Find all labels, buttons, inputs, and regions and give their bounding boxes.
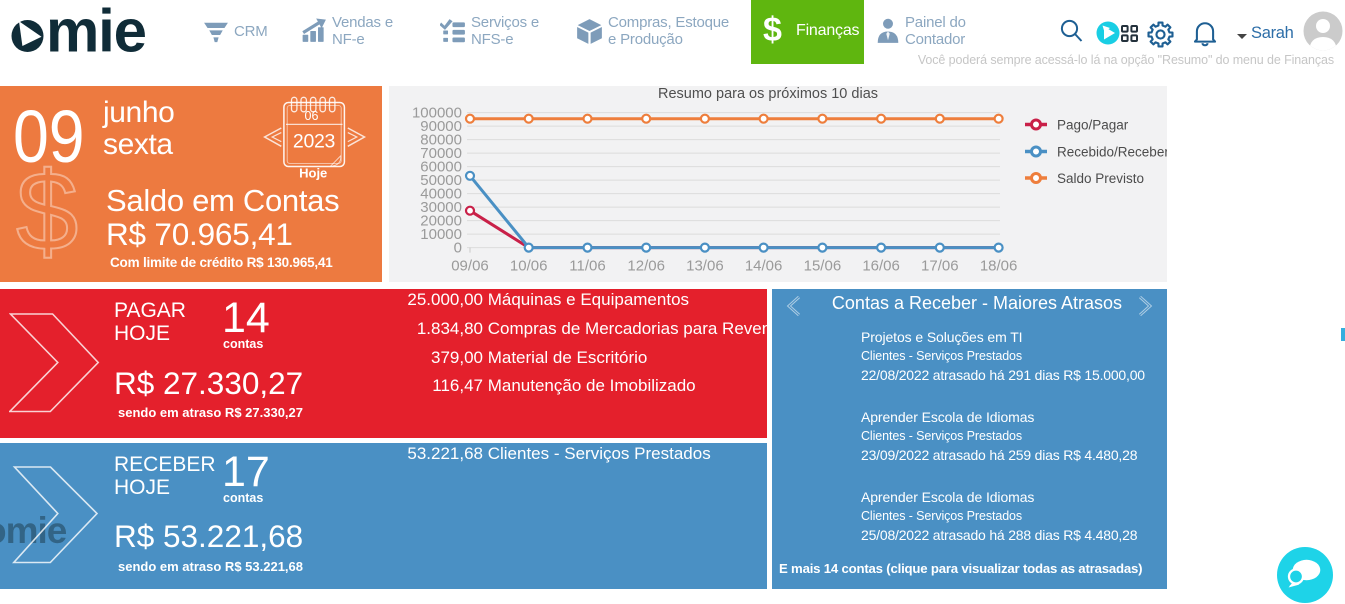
svg-text:70000: 70000 — [420, 145, 462, 162]
svg-text:13/06: 13/06 — [686, 258, 724, 275]
svg-text:Hoje: Hoje — [299, 165, 327, 180]
svg-text:18/06: 18/06 — [980, 258, 1018, 275]
svg-text:Pago/Pagar: Pago/Pagar — [1057, 118, 1129, 133]
svg-text:100000: 100000 — [412, 105, 462, 122]
svg-text:09/06: 09/06 — [451, 258, 489, 275]
svg-text:60000: 60000 — [420, 159, 462, 176]
svg-text:Saldo Previsto: Saldo Previsto — [1057, 171, 1144, 186]
svg-text:17/06: 17/06 — [921, 258, 959, 275]
svg-text:10000: 10000 — [420, 226, 462, 243]
svg-text:90000: 90000 — [420, 118, 462, 135]
svg-text:12/06: 12/06 — [627, 258, 665, 275]
svg-text:$: $ — [16, 152, 78, 272]
svg-text:80000: 80000 — [420, 132, 462, 149]
svg-text:16/06: 16/06 — [862, 258, 900, 275]
svg-text:11/06: 11/06 — [569, 258, 605, 275]
svg-text:20000: 20000 — [420, 213, 462, 230]
svg-text:Recebido/Receber: Recebido/Receber — [1057, 145, 1167, 160]
svg-text:14/06: 14/06 — [745, 258, 783, 275]
svg-text:10/06: 10/06 — [510, 258, 548, 275]
svg-text:30000: 30000 — [420, 199, 462, 216]
svg-text:0: 0 — [454, 240, 462, 257]
svg-text:06: 06 — [305, 109, 319, 123]
svg-text:50000: 50000 — [420, 172, 462, 189]
svg-text:15/06: 15/06 — [804, 258, 842, 275]
svg-text:40000: 40000 — [420, 186, 462, 203]
svg-text:2023: 2023 — [293, 130, 335, 152]
svg-text:mie: mie — [46, 6, 146, 60]
